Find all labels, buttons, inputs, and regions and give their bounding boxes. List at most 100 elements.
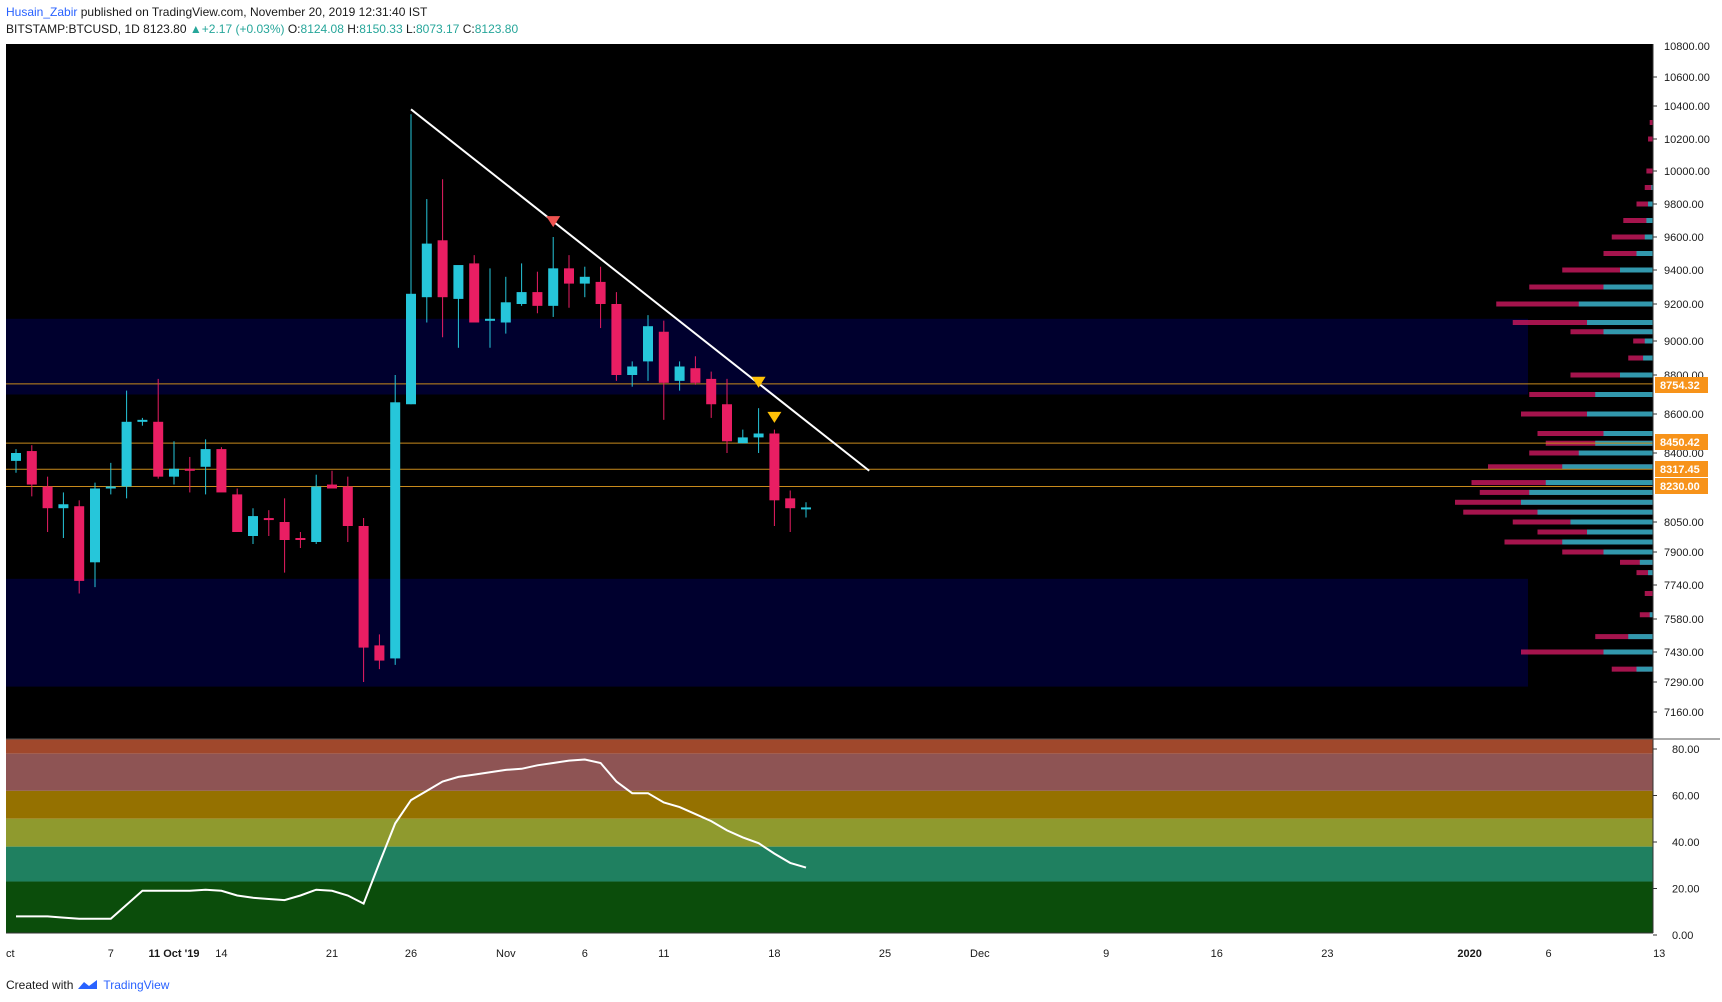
- volume-bar-up: [1603, 329, 1653, 335]
- support-resistance-zones: [6, 318, 1528, 687]
- candle-body: [579, 276, 590, 284]
- candle-body: [437, 240, 448, 298]
- candle: [58, 492, 69, 538]
- time-tick-label: 2020: [1457, 948, 1481, 960]
- price-level-tags: 8754.32 8450.42 8317.45 8230.00: [1655, 377, 1708, 494]
- candle-body: [548, 268, 559, 306]
- signal-marker-icon: [751, 376, 766, 388]
- candle-body: [595, 281, 606, 304]
- oscillator-line: [16, 758, 807, 920]
- candle: [769, 429, 780, 526]
- time-tick-label: 25: [879, 948, 891, 960]
- footer: Created with TradingView: [6, 978, 169, 992]
- candle: [105, 462, 116, 495]
- candle-body: [532, 292, 543, 306]
- candle: [263, 510, 274, 536]
- volume-bar-total: [1623, 218, 1653, 223]
- tradingview-link[interactable]: TradingView: [103, 978, 170, 992]
- candle-body: [169, 468, 179, 477]
- signal-markers: [546, 216, 782, 423]
- price-tick-label: 10000.00: [1664, 166, 1710, 178]
- candle: [437, 179, 448, 338]
- time-tick-label: 14: [215, 948, 227, 960]
- price-tick-label: 7290.00: [1664, 677, 1704, 689]
- volume-bar-up: [1620, 267, 1653, 273]
- oscillator-band: [6, 753, 1653, 791]
- oscillator-series-line: [16, 758, 807, 920]
- price-tick-label: 7740.00: [1664, 580, 1704, 592]
- published-text: published on TradingView.com, November 2…: [80, 5, 428, 19]
- volume-bar-up: [1562, 464, 1653, 470]
- trendline: [410, 108, 870, 472]
- candle-body: [263, 518, 274, 521]
- candle: [295, 532, 306, 548]
- publish-line: Husain_Zabir published on TradingView.co…: [6, 4, 518, 21]
- price-level-tag: 8450.42: [1660, 437, 1700, 449]
- time-tick-label: Nov: [496, 948, 516, 960]
- oscillator-tick-label: 0.00: [1672, 930, 1693, 942]
- volume-bar-total: [1611, 666, 1653, 672]
- volume-bar-up: [1649, 612, 1653, 618]
- oscillator-tick-label: 60.00: [1672, 791, 1700, 803]
- volume-bar-up: [1587, 529, 1653, 535]
- candle-body: [722, 404, 732, 442]
- candle-body: [42, 486, 53, 509]
- volume-bar-up: [1651, 185, 1653, 190]
- oscillator-bands: [6, 739, 1653, 933]
- volume-bar-total: [1636, 201, 1653, 207]
- candle-body: [248, 516, 258, 536]
- candle: [516, 263, 527, 306]
- price-level-tag: 8317.45: [1660, 464, 1700, 476]
- candle: [327, 470, 337, 489]
- up-arrow-icon: ▲: [189, 22, 202, 36]
- price-tick-label: 10400.00: [1664, 101, 1710, 113]
- open-value: 8124.08: [300, 22, 344, 36]
- oscillator-band: [6, 881, 1653, 933]
- candle: [374, 634, 385, 670]
- price-level-tag-bg: [1655, 461, 1708, 477]
- volume-bar-total: [1649, 120, 1653, 125]
- price-level-tag-bg: [1655, 434, 1708, 450]
- candle-body: [421, 243, 432, 298]
- volume-bar-total: [1496, 301, 1653, 307]
- price-tick-label: 10800.00: [1664, 41, 1710, 53]
- change-value: +2.17 (+0.03%): [201, 22, 285, 36]
- candle-body: [706, 378, 717, 405]
- volume-bar-up: [1639, 559, 1653, 565]
- candle: [627, 361, 638, 387]
- volume-bar-total: [1595, 634, 1653, 640]
- candle-body: [643, 326, 653, 362]
- candle: [200, 439, 211, 495]
- candle: [358, 518, 369, 682]
- candle: [564, 255, 574, 308]
- high-value: 8150.33: [359, 22, 403, 36]
- candle: [342, 476, 353, 542]
- trendline-drawing[interactable]: [410, 108, 870, 472]
- candle-body: [137, 419, 148, 422]
- time-tick-label: 9: [1103, 948, 1109, 960]
- candle: [532, 271, 543, 314]
- volume-bar-up: [1636, 666, 1653, 672]
- volume-bar-up: [1587, 320, 1653, 325]
- author-link[interactable]: Husain_Zabir: [6, 5, 78, 19]
- volume-bar-total: [1646, 168, 1653, 174]
- price-tick-label: 7580.00: [1664, 614, 1704, 626]
- candle: [311, 474, 322, 544]
- volume-bar-up: [1578, 450, 1653, 456]
- low-value: 8073.17: [416, 22, 460, 36]
- candle: [74, 500, 85, 594]
- price-tick-label: 7160.00: [1664, 707, 1704, 719]
- candle-body: [26, 451, 37, 485]
- oscillator-tick-label: 80.00: [1672, 744, 1700, 756]
- chart-header: Husain_Zabir published on TradingView.co…: [6, 4, 518, 38]
- candle-body: [485, 318, 495, 321]
- ohlc-line: BITSTAMP:BTCUSD, 1D 8123.80 ▲+2.17 (+0.0…: [6, 21, 518, 38]
- candle: [232, 488, 243, 532]
- volume-bar-up: [1620, 372, 1653, 378]
- symbol-label: BITSTAMP:BTCUSD, 1D: [6, 22, 140, 36]
- time-tick-label: 23: [1321, 948, 1333, 960]
- candle-body: [121, 421, 132, 487]
- candle: [595, 266, 606, 329]
- candle: [42, 476, 53, 532]
